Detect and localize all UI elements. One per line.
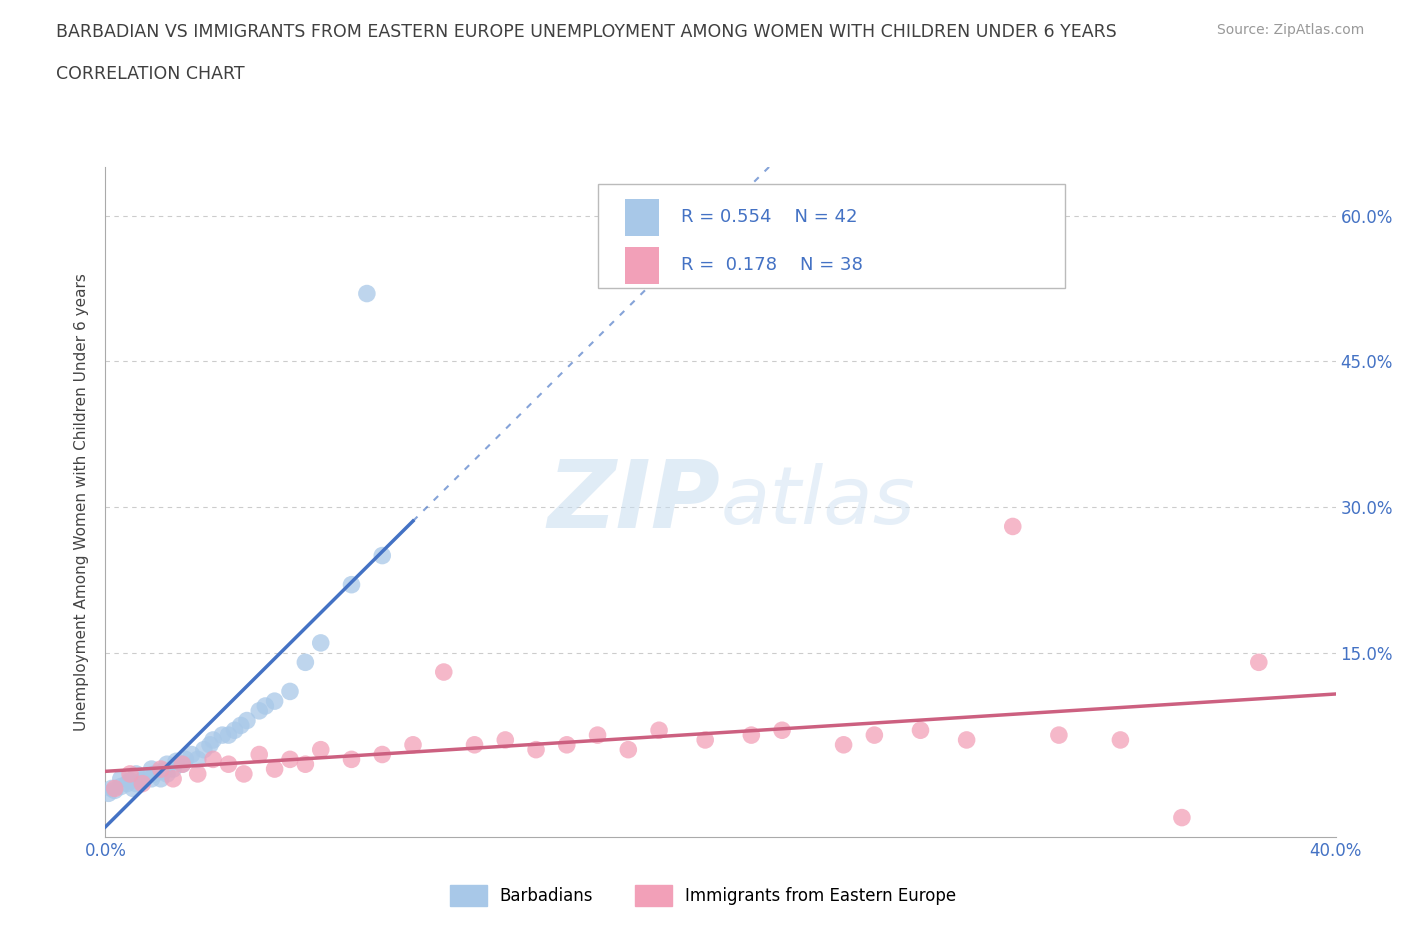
Point (110, 779, 132, 794)
Point (263, 762, 285, 777)
Point (174, 752, 197, 767)
Point (247, 747, 270, 762)
Point (211, 727, 233, 742)
Point (464, 737, 486, 752)
Bar (624, 246, 659, 284)
Point (104, 783, 127, 798)
Point (193, 742, 215, 757)
Text: Source: ZipAtlas.com: Source: ZipAtlas.com (1216, 23, 1364, 37)
Point (162, 771, 184, 786)
Point (153, 764, 176, 778)
Point (1001, 519, 1024, 534)
Point (555, 737, 578, 752)
Point (433, 665, 456, 680)
Point (120, 773, 141, 788)
Point (236, 713, 259, 728)
Point (180, 747, 202, 762)
Point (695, 733, 717, 748)
Point (172, 757, 194, 772)
Point (224, 723, 246, 737)
Text: ZIP: ZIP (548, 457, 721, 548)
Point (340, 578, 363, 592)
Point (232, 766, 254, 781)
Point (340, 752, 363, 767)
Text: R =  0.178    N = 38: R = 0.178 N = 38 (682, 256, 863, 274)
Point (141, 771, 163, 786)
Point (254, 698, 277, 713)
Point (131, 777, 153, 791)
Point (910, 723, 932, 737)
Point (309, 635, 332, 650)
Point (162, 762, 184, 777)
Point (832, 737, 855, 752)
Point (740, 727, 762, 742)
Point (371, 747, 394, 762)
Point (149, 771, 172, 786)
Point (187, 766, 209, 781)
Point (202, 752, 225, 767)
Point (494, 733, 516, 748)
Point (97, 786, 120, 801)
Point (115, 777, 138, 791)
Point (202, 733, 225, 748)
Text: R = 0.554    N = 42: R = 0.554 N = 42 (682, 208, 858, 226)
Point (524, 742, 547, 757)
Point (1047, 727, 1070, 742)
Point (218, 727, 240, 742)
Point (100, 781, 122, 796)
Point (131, 773, 153, 788)
Text: atlas: atlas (721, 463, 915, 541)
Point (172, 757, 194, 772)
Point (122, 781, 145, 796)
Point (294, 757, 316, 772)
Point (247, 703, 270, 718)
Point (648, 723, 671, 737)
Point (1171, 810, 1194, 825)
Y-axis label: Unemployment Among Women with Children Under 6 years: Unemployment Among Women with Children U… (75, 273, 90, 731)
Point (356, 286, 378, 301)
Point (1109, 733, 1132, 748)
Point (263, 694, 285, 709)
Point (110, 771, 132, 786)
Point (278, 684, 301, 698)
Point (165, 754, 187, 769)
Point (218, 757, 240, 772)
Point (278, 752, 301, 767)
Point (294, 655, 316, 670)
Legend: Barbadians, Immigrants from Eastern Europe: Barbadians, Immigrants from Eastern Euro… (443, 879, 963, 912)
Point (617, 742, 640, 757)
Point (120, 766, 141, 781)
Point (371, 548, 394, 563)
Text: BARBADIAN VS IMMIGRANTS FROM EASTERN EUROPE UNEMPLOYMENT AMONG WOMEN WITH CHILDR: BARBADIAN VS IMMIGRANTS FROM EASTERN EUR… (56, 23, 1116, 41)
Point (229, 718, 252, 733)
Point (402, 737, 425, 752)
Point (1247, 655, 1270, 670)
Point (104, 781, 127, 796)
Point (149, 762, 172, 777)
Point (586, 727, 609, 742)
Point (156, 766, 179, 781)
Point (187, 752, 209, 767)
Point (956, 733, 979, 748)
Point (143, 766, 166, 781)
Point (125, 777, 148, 791)
Point (309, 742, 332, 757)
Bar (624, 199, 659, 236)
FancyBboxPatch shape (598, 184, 1066, 288)
Point (156, 757, 179, 772)
Point (198, 737, 221, 752)
Point (141, 762, 163, 777)
Point (770, 723, 793, 737)
Point (863, 727, 886, 742)
Point (134, 769, 156, 784)
Point (125, 766, 148, 781)
Text: CORRELATION CHART: CORRELATION CHART (56, 65, 245, 83)
